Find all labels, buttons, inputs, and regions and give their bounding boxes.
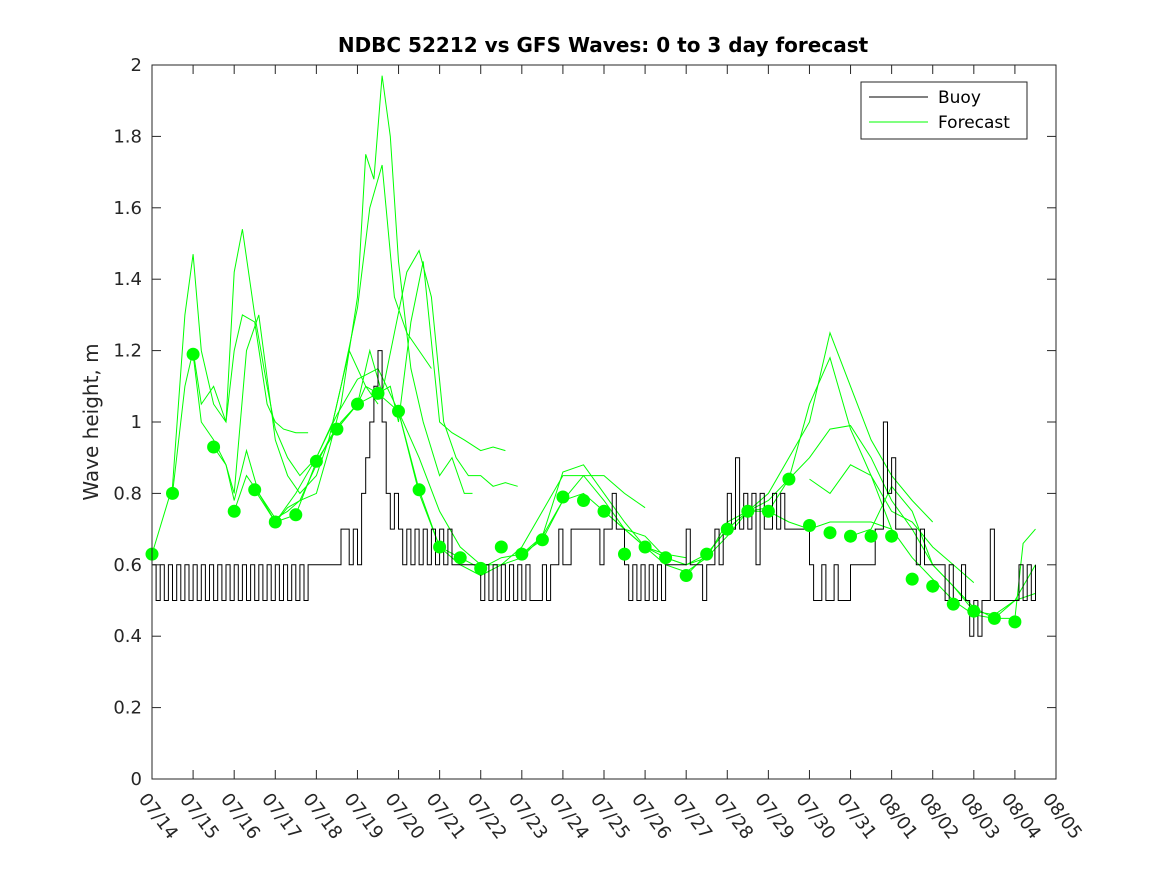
forecast-line-5: [254, 261, 506, 523]
chart-title: NDBC 52212 vs GFS Waves: 0 to 3 day fore…: [338, 33, 869, 57]
plot-points: [145, 347, 1022, 629]
forecast-point: [166, 486, 179, 500]
forecast-point: [720, 522, 734, 536]
forecast-point: [289, 508, 303, 522]
forecast-point: [597, 504, 611, 518]
legend-buoy-label: Buoy: [938, 88, 981, 108]
forecast-point: [371, 386, 385, 400]
forecast-point: [453, 551, 467, 565]
forecast-point: [433, 540, 447, 554]
forecast-point: [474, 561, 488, 575]
y-axis-label: Wave height, m: [79, 343, 103, 500]
forecast-point: [987, 611, 1001, 625]
forecast-point: [186, 347, 200, 361]
forecast-point: [248, 483, 262, 497]
forecast-point: [309, 454, 323, 468]
forecast-point: [535, 533, 549, 547]
forecast-point: [844, 529, 857, 543]
forecast-point: [864, 529, 878, 543]
y-tick-label: 1.6: [113, 198, 142, 219]
forecast-line-10: [603, 331, 934, 573]
forecast-point: [1008, 615, 1022, 629]
y-tick-label: 1: [131, 412, 142, 433]
forecast-point: [412, 483, 426, 497]
legend-forecast-label: Forecast: [938, 113, 1010, 133]
buoy-line: [152, 350, 1036, 637]
forecast-point: [926, 579, 940, 593]
legend-box: [860, 81, 1028, 140]
forecast-point: [638, 540, 652, 554]
forecast-point: [967, 604, 981, 618]
y-tick-label: 1.8: [113, 126, 142, 147]
forecast-point: [494, 540, 508, 554]
forecast-point: [823, 526, 837, 540]
forecast-point: [782, 472, 796, 486]
y-tick-label: 0.8: [113, 483, 142, 504]
forecast-point: [330, 422, 344, 436]
y-tick-label: 0.2: [113, 698, 142, 719]
y-tick-label: 0: [131, 769, 142, 790]
legend: Buoy Forecast: [860, 81, 1028, 140]
forecast-point: [351, 397, 364, 411]
y-tick-label: 1.2: [113, 341, 142, 362]
forecast-point: [392, 404, 405, 418]
forecast-point: [741, 504, 755, 518]
forecast-point: [803, 519, 816, 532]
forecast-point: [700, 547, 714, 561]
forecast-point: [761, 504, 775, 518]
forecast-point: [515, 547, 529, 561]
y-tick-label: 1.4: [113, 269, 142, 290]
forecast-point: [556, 490, 570, 504]
y-tick-label: 0.6: [113, 555, 142, 576]
forecast-point: [618, 547, 631, 561]
forecast-point: [885, 529, 899, 543]
forecast-point: [227, 504, 241, 518]
forecast-point: [268, 515, 282, 529]
y-tick-label: 2: [131, 55, 142, 76]
forecast-line-11: [685, 356, 975, 583]
forecast-line-0: [151, 254, 309, 555]
forecast-point: [207, 440, 221, 454]
forecast-line-3: [213, 75, 473, 520]
forecast-point: [905, 572, 919, 586]
forecast-point: [577, 494, 590, 507]
forecast-point: [679, 569, 693, 582]
forecast-point: [659, 551, 673, 565]
y-tick-label: 0.4: [113, 626, 142, 647]
forecast-point: [946, 597, 960, 611]
